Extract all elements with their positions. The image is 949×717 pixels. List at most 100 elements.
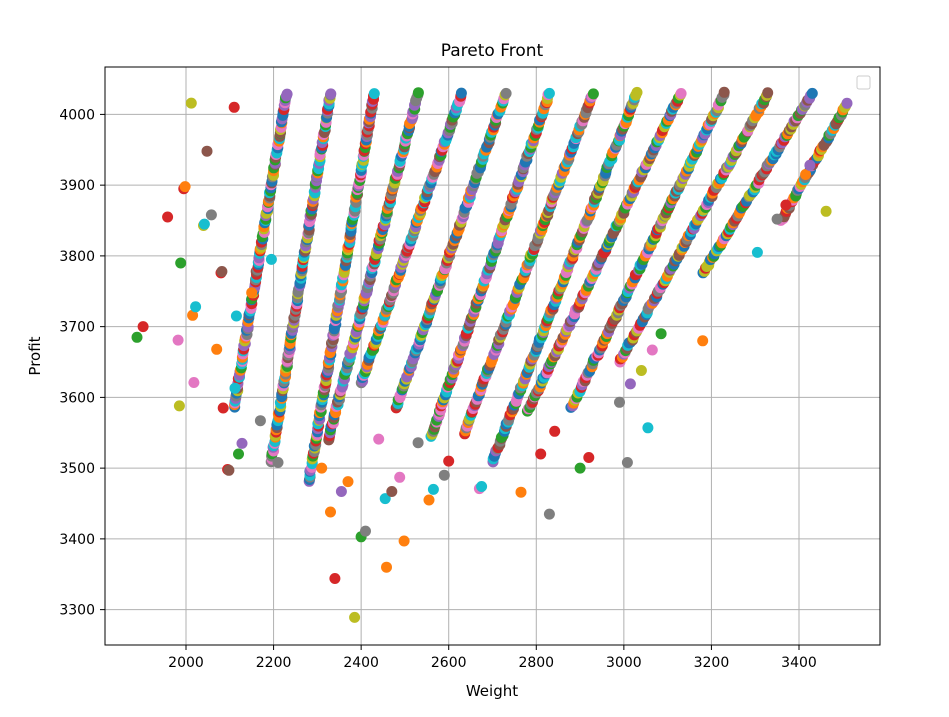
data-point	[205, 209, 217, 221]
data-point	[515, 486, 527, 498]
data-point	[800, 169, 812, 180]
data-point	[780, 199, 792, 211]
y-axis-label: Profit	[26, 336, 44, 375]
data-point	[360, 525, 371, 537]
data-point	[265, 253, 277, 265]
data-point	[412, 87, 424, 99]
data-point	[398, 535, 410, 547]
data-point	[423, 494, 435, 506]
data-point	[427, 483, 439, 495]
data-point	[228, 101, 240, 113]
data-point	[438, 469, 450, 481]
data-point	[325, 88, 337, 100]
y-tick-label: 3400	[59, 532, 95, 548]
y-tick-label: 3900	[59, 178, 95, 194]
data-point	[179, 181, 191, 193]
data-point	[841, 97, 853, 109]
data-point	[804, 159, 816, 171]
data-point	[500, 87, 512, 99]
data-point	[329, 573, 341, 584]
y-axis: 3300 3400 3500 3600 3700 3800 3900 4000	[59, 107, 105, 619]
data-point	[379, 493, 391, 505]
data-point	[316, 462, 328, 474]
data-point	[368, 88, 380, 100]
data-point	[254, 415, 266, 427]
data-point	[349, 611, 361, 623]
x-tick-label: 2600	[431, 655, 467, 671]
data-point	[233, 448, 244, 460]
data-point	[543, 87, 555, 99]
data-point	[455, 87, 467, 99]
y-tick-label: 3500	[59, 461, 95, 477]
data-point	[820, 205, 832, 217]
data-point	[624, 378, 636, 390]
data-point	[230, 310, 242, 322]
data-point	[131, 331, 143, 343]
data-point	[635, 365, 647, 376]
chart-title: Pareto Front	[441, 41, 544, 61]
data-point	[543, 508, 555, 520]
data-point	[223, 464, 235, 476]
data-points	[131, 86, 853, 623]
data-point	[806, 87, 818, 99]
y-tick-label: 3600	[59, 390, 95, 406]
data-point	[697, 335, 709, 347]
data-point	[574, 462, 586, 474]
data-point	[631, 86, 643, 98]
data-point	[137, 321, 149, 333]
data-point	[236, 437, 248, 449]
data-point	[342, 476, 354, 488]
data-point	[201, 145, 213, 157]
data-point	[373, 433, 385, 445]
data-point	[614, 396, 625, 408]
data-point	[549, 425, 561, 437]
y-tick-label: 4000	[59, 107, 95, 123]
data-point	[335, 486, 347, 497]
data-point	[325, 506, 336, 518]
plot-frame	[104, 66, 881, 646]
data-point	[675, 88, 687, 99]
data-point	[535, 448, 547, 460]
x-axis: 2000 2200 2400 2600 2800 3000 3200 3400	[168, 645, 817, 671]
y-tick-label: 3700	[59, 320, 95, 336]
data-point	[655, 328, 667, 340]
data-point	[771, 213, 783, 225]
x-tick-label: 3400	[781, 655, 817, 671]
data-point	[751, 246, 763, 258]
data-point	[621, 457, 633, 468]
data-point	[386, 486, 398, 497]
data-point	[246, 287, 258, 299]
data-point	[476, 481, 488, 492]
data-point	[718, 86, 730, 98]
data-point	[272, 457, 284, 468]
data-point	[188, 377, 200, 388]
y-tick-label: 3800	[59, 249, 95, 265]
x-tick-label: 3200	[694, 655, 730, 671]
data-point	[162, 211, 174, 223]
data-point	[229, 382, 241, 394]
data-point	[211, 343, 223, 355]
data-point	[642, 422, 654, 434]
y-tick-label: 3300	[59, 603, 95, 619]
x-tick-label: 2200	[256, 655, 292, 671]
data-point	[172, 334, 184, 346]
x-axis-label: Weight	[466, 682, 518, 700]
data-point	[583, 452, 595, 463]
data-point	[443, 455, 455, 467]
data-point	[412, 437, 424, 449]
data-point	[216, 266, 228, 277]
data-point	[587, 88, 599, 100]
data-point	[187, 309, 199, 321]
data-point	[394, 471, 406, 483]
legend-box	[856, 75, 871, 90]
data-point	[175, 257, 187, 269]
data-point	[198, 218, 210, 230]
x-tick-label: 2000	[168, 655, 204, 671]
x-tick-label: 2800	[518, 655, 554, 671]
x-tick-label: 2400	[343, 655, 379, 671]
data-point	[646, 344, 658, 356]
data-point	[173, 400, 185, 412]
data-point	[217, 402, 229, 414]
data-point	[185, 97, 197, 109]
